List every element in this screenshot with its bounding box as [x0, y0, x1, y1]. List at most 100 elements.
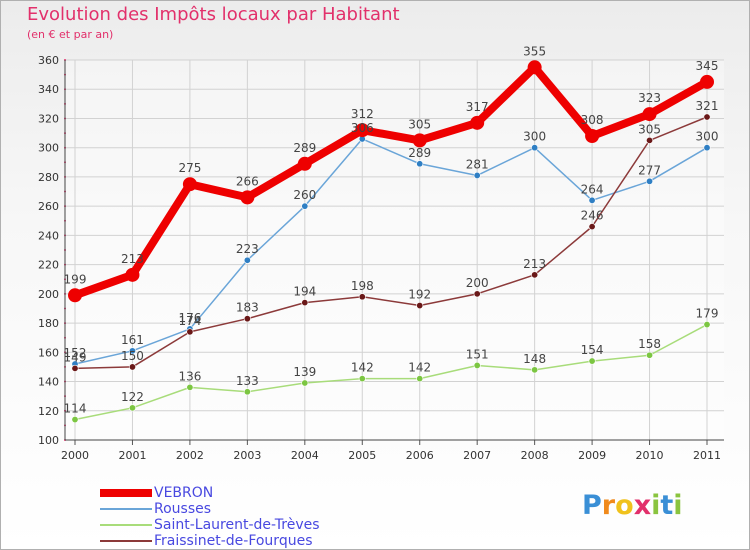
- data-point-vebron: [297, 156, 312, 171]
- x-tick-label: 2007: [463, 449, 491, 462]
- data-point-saint-laurent-de-treves: [358, 375, 366, 383]
- data-label-vebron: 355: [523, 44, 546, 58]
- data-label-fraissinet-de-fourques: 149: [64, 350, 87, 364]
- data-point-saint-laurent-de-treves: [646, 351, 654, 359]
- data-point-rousses: [416, 160, 424, 168]
- logo-letter: o: [615, 490, 634, 521]
- y-tick-label: 300: [38, 142, 59, 155]
- data-label-fraissinet-de-fourques: 305: [638, 122, 661, 136]
- y-tick-label: 180: [38, 317, 59, 330]
- data-label-saint-laurent-de-treves: 158: [638, 337, 661, 351]
- data-point-fraissinet-de-fourques: [301, 299, 309, 307]
- data-label-vebron: 199: [64, 272, 87, 286]
- x-tick-label: 2011: [693, 449, 721, 462]
- data-label-saint-laurent-de-treves: 151: [466, 347, 489, 361]
- legend-label: Rousses: [154, 501, 212, 517]
- data-point-rousses: [128, 347, 136, 355]
- x-tick-label: 2002: [176, 449, 204, 462]
- data-point-vebron: [240, 190, 255, 205]
- data-label-vebron: 213: [121, 252, 144, 266]
- y-tick-label: 100: [38, 434, 59, 447]
- data-label-fraissinet-de-fourques: 321: [696, 99, 719, 113]
- data-point-rousses: [301, 202, 309, 210]
- data-label-rousses: 161: [121, 333, 144, 347]
- data-point-vebron: [527, 60, 542, 75]
- data-point-saint-laurent-de-treves: [703, 321, 711, 329]
- series-line-fraissinet-de-fourques: [74, 116, 708, 370]
- legend-swatch: [100, 540, 152, 542]
- x-tick-label: 2008: [521, 449, 549, 462]
- x-tick-label: 2001: [118, 449, 146, 462]
- plot-area: [65, 60, 724, 440]
- data-label-fraissinet-de-fourques: 194: [293, 285, 316, 299]
- data-point-saint-laurent-de-treves: [588, 357, 596, 365]
- legend-label: Fraissinet-de-Fourques: [154, 533, 313, 549]
- data-label-vebron: 266: [236, 174, 259, 188]
- data-label-rousses: 277: [638, 163, 661, 177]
- x-tick-label: 2006: [406, 449, 434, 462]
- data-label-saint-laurent-de-treves: 142: [408, 361, 431, 375]
- logo-letter: t: [660, 490, 674, 521]
- x-tick-label: 2010: [636, 449, 664, 462]
- logo-letter: i: [651, 490, 661, 521]
- data-point-rousses: [588, 196, 596, 204]
- data-label-vebron: 345: [696, 59, 719, 73]
- data-point-vebron: [68, 288, 82, 303]
- data-point-vebron: [355, 123, 370, 138]
- data-label-rousses: 281: [466, 157, 489, 171]
- data-point-saint-laurent-de-treves: [128, 404, 136, 412]
- logo-letter: r: [601, 490, 616, 521]
- data-label-rousses: 300: [523, 130, 546, 144]
- data-label-vebron: 323: [638, 91, 661, 105]
- chart-subtitle: (en € et par an): [27, 28, 114, 41]
- legend-label: VEBRON: [154, 485, 214, 501]
- y-tick-label: 340: [38, 83, 59, 96]
- data-label-fraissinet-de-fourques: 198: [351, 279, 374, 293]
- data-label-vebron: 312: [351, 107, 374, 121]
- data-point-vebron: [700, 74, 714, 89]
- y-tick-label: 200: [38, 288, 59, 301]
- x-tick-label: 2005: [348, 449, 376, 462]
- x-tick-label: 2000: [61, 449, 89, 462]
- data-point-fraissinet-de-fourques: [473, 290, 481, 298]
- data-label-fraissinet-de-fourques: 213: [523, 257, 546, 271]
- data-label-fraissinet-de-fourques: 192: [408, 288, 431, 302]
- data-label-vebron: 305: [408, 117, 431, 131]
- data-label-vebron: 289: [293, 141, 316, 155]
- data-point-vebron: [125, 267, 140, 282]
- data-point-fraissinet-de-fourques: [703, 113, 711, 121]
- data-point-fraissinet-de-fourques: [186, 328, 194, 336]
- data-point-fraissinet-de-fourques: [416, 302, 424, 310]
- data-label-fraissinet-de-fourques: 200: [466, 276, 489, 290]
- data-label-fraissinet-de-fourques: 174: [178, 314, 201, 328]
- legend-swatch: [100, 508, 152, 510]
- data-point-vebron: [642, 107, 657, 122]
- data-point-rousses: [703, 144, 711, 152]
- data-label-saint-laurent-de-treves: 179: [696, 307, 719, 321]
- data-label-saint-laurent-de-treves: 148: [523, 352, 546, 366]
- y-tick-label: 240: [38, 229, 59, 242]
- data-label-saint-laurent-de-treves: 142: [351, 361, 374, 375]
- series-line-vebron: [71, 63, 711, 300]
- logo-letter: i: [673, 490, 683, 521]
- x-tick-label: 2009: [578, 449, 606, 462]
- data-point-saint-laurent-de-treves: [531, 366, 539, 374]
- data-point-vebron: [412, 133, 427, 148]
- data-label-fraissinet-de-fourques: 183: [236, 301, 259, 315]
- data-point-fraissinet-de-fourques: [588, 223, 596, 231]
- data-label-vebron: 275: [178, 161, 201, 175]
- data-point-saint-laurent-de-treves: [301, 379, 309, 387]
- data-point-vebron: [470, 115, 485, 130]
- data-point-rousses: [243, 256, 251, 264]
- data-label-rousses: 176: [178, 311, 201, 325]
- y-tick-label: 160: [38, 346, 59, 359]
- legend-swatch: [100, 489, 152, 497]
- data-point-saint-laurent-de-treves: [416, 375, 424, 383]
- data-label-rousses: 306: [351, 121, 374, 135]
- legend-swatch: [100, 524, 152, 526]
- data-label-rousses: 264: [581, 182, 604, 196]
- logo-letter: P: [582, 490, 602, 521]
- data-label-fraissinet-de-fourques: 150: [121, 349, 144, 363]
- y-tick-label: 120: [38, 405, 59, 418]
- data-point-fraissinet-de-fourques: [646, 136, 654, 144]
